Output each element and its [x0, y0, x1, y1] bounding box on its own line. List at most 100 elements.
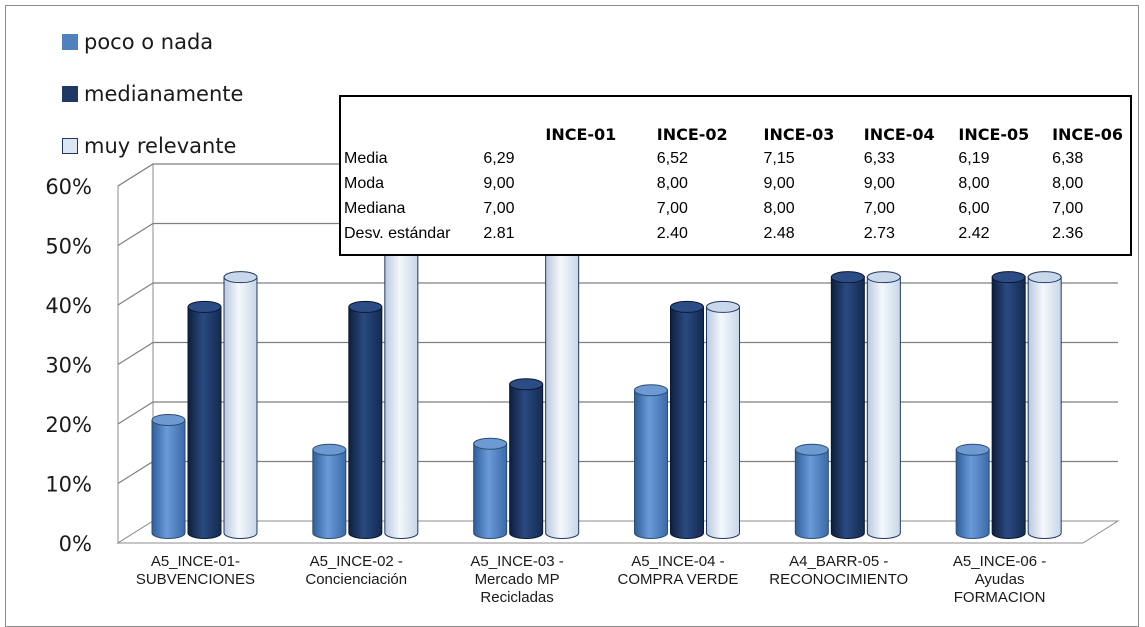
row-label: Desv. estándar — [344, 224, 451, 242]
cell: 7,00 — [656, 199, 688, 217]
bar-body — [830, 276, 865, 539]
x-tick-label: A5_INCE-04 - — [631, 553, 724, 570]
bar-body — [670, 306, 704, 539]
legend-item-medianamente: medianamente — [62, 82, 243, 106]
bar-body — [794, 449, 829, 539]
bar — [348, 300, 383, 539]
bar — [473, 437, 508, 539]
cell: 9,00 — [483, 174, 515, 192]
bar-top — [991, 271, 1026, 284]
bar — [545, 217, 580, 539]
legend-label: muy relevante — [84, 134, 237, 158]
bar-top — [312, 443, 347, 456]
y-tick-label: 60% — [45, 175, 92, 199]
bar — [991, 271, 1026, 540]
cell: 2.48 — [763, 224, 795, 242]
bar-body — [509, 383, 544, 539]
x-tick-label: Recicladas — [480, 589, 553, 606]
bar-top — [706, 300, 740, 313]
bar-top — [187, 300, 222, 313]
bar-top — [509, 378, 544, 391]
stats-header-row: INCE-01 INCE-02 INCE-03 INCE-04 INCE-05 … — [341, 123, 1130, 146]
x-tick-label: Ayudas — [975, 571, 1025, 588]
gridline — [117, 341, 1118, 366]
x-tick-label: A5_INCE-01- — [151, 553, 240, 570]
bar-body — [706, 306, 740, 539]
bar-top — [151, 413, 186, 426]
cell: 7,00 — [863, 199, 895, 217]
row-label: Mediana — [344, 199, 406, 217]
cell: 2.81 — [483, 224, 515, 242]
cell: 6,00 — [958, 199, 990, 217]
bar — [670, 300, 704, 539]
legend-swatch — [62, 34, 78, 50]
cell: 9,00 — [863, 174, 895, 192]
bar-body — [634, 389, 668, 539]
bar-body — [312, 449, 347, 539]
cell: 6,52 — [656, 149, 688, 167]
bar-top — [830, 271, 865, 284]
row-label: Moda — [344, 174, 385, 192]
bar-top — [473, 437, 508, 450]
bar — [187, 300, 222, 539]
bar-body — [473, 443, 508, 539]
bar — [1027, 271, 1062, 539]
cell: 6,19 — [958, 149, 990, 167]
bar-top — [223, 271, 258, 284]
cell: 9,00 — [763, 174, 795, 192]
x-tick-label: FORMACION — [954, 589, 1046, 606]
cell: 2.73 — [863, 224, 895, 242]
bar-top — [794, 443, 829, 456]
y-tick-label: 0% — [59, 532, 92, 556]
bar-body — [955, 449, 990, 539]
legend-item-poco-o-nada: poco o nada — [62, 30, 213, 54]
stats-row: Moda 9,00 8,00 9,00 9,00 8,00 8,00 — [341, 171, 1130, 196]
col-header: INCE-03 — [763, 125, 835, 144]
cell: 2.40 — [656, 224, 688, 242]
bar — [955, 443, 990, 539]
x-tick-label: A4_BARR-05 - — [789, 553, 888, 570]
x-tick-label: A5_INCE-02 - — [310, 553, 403, 570]
cell: 8,00 — [1052, 174, 1084, 192]
bar — [312, 443, 347, 539]
bar — [866, 271, 901, 539]
bar-top — [866, 271, 901, 284]
bar-top — [955, 443, 990, 456]
cell: 2.42 — [958, 224, 990, 242]
x-tick-label: A5_INCE-06 - — [953, 553, 1046, 570]
bar — [223, 271, 258, 539]
bar — [634, 384, 668, 539]
cell: 7,15 — [763, 149, 795, 167]
col-header: INCE-06 — [1052, 125, 1123, 144]
stats-row: Mediana 7,00 7,00 8,00 7,00 6,00 7,00 — [341, 196, 1130, 221]
col-header: INCE-02 — [656, 125, 728, 144]
y-tick-label: 40% — [45, 294, 92, 318]
bar-body — [1027, 276, 1062, 539]
x-tick-label: RECONOCIMIENTO — [769, 571, 908, 588]
legend-label: medianamente — [84, 82, 244, 106]
bar-top — [670, 300, 704, 313]
y-tick-label: 50% — [45, 235, 92, 259]
bar-body — [866, 276, 901, 539]
x-tick-label: A5_INCE-03 - — [470, 553, 563, 570]
stats-row: Desv. estándar 2.81 2.40 2.48 2.73 2.42 … — [341, 221, 1130, 246]
col-header: INCE-01 — [545, 125, 617, 144]
cell: 6,38 — [1052, 149, 1084, 167]
x-tick-label: SUBVENCIONES — [136, 571, 255, 588]
col-header: INCE-04 — [863, 125, 935, 144]
cell: 7,00 — [1052, 199, 1084, 217]
bar-body — [384, 223, 419, 539]
y-tick-label: 30% — [45, 354, 92, 378]
legend-swatch — [62, 138, 78, 154]
bar-body — [187, 306, 222, 539]
cell: 7,00 — [483, 199, 515, 217]
x-tick-label: Concienciación — [305, 571, 407, 588]
bar — [794, 443, 829, 539]
cell: 8,00 — [656, 174, 688, 192]
cell: 8,00 — [958, 174, 990, 192]
bar — [384, 217, 419, 539]
bar-body — [991, 276, 1026, 540]
bar — [509, 378, 544, 539]
gridline — [117, 401, 1118, 425]
